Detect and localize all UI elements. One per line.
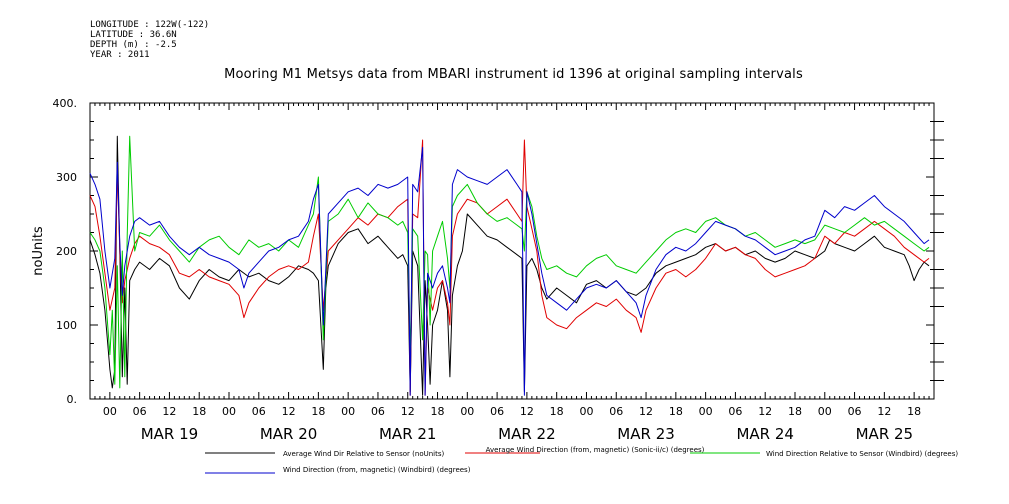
x-hour-label: 18 — [192, 405, 206, 418]
y-tick-label: 200 — [56, 245, 77, 258]
x-hour-label: 06 — [252, 405, 266, 418]
x-hour-label: 18 — [907, 405, 921, 418]
legend-label-3: Wind Direction Relative to Sensor (Windb… — [766, 450, 958, 458]
x-hour-label: 00 — [579, 405, 593, 418]
x-hour-label: 12 — [401, 405, 415, 418]
x-hour-label: 00 — [699, 405, 713, 418]
x-hour-label: 06 — [728, 405, 742, 418]
x-hour-label: 18 — [669, 405, 683, 418]
x-day-label: MAR 24 — [736, 425, 793, 443]
x-hour-label: 12 — [877, 405, 891, 418]
x-hour-label: 00 — [222, 405, 236, 418]
y-tick-label: 400. — [53, 97, 78, 110]
series-line-1 — [89, 135, 930, 396]
y-axis-label: noUnits — [31, 226, 46, 276]
x-day-label: MAR 23 — [617, 425, 674, 443]
x-hour-label: 06 — [133, 405, 147, 418]
legend-group: Average Wind Dir Relative to Sensor (noU… — [205, 446, 958, 474]
x-hour-label: 18 — [431, 405, 445, 418]
longitude-label: LONGITUDE : 122W(-122) — [90, 20, 210, 30]
x-day-label: MAR 19 — [141, 425, 198, 443]
series-line-2 — [89, 139, 930, 396]
x-hour-label: 12 — [520, 405, 534, 418]
latitude-label: LATITUDE : 36.6N — [90, 30, 177, 40]
x-hour-label: 06 — [371, 405, 385, 418]
x-hour-label: 12 — [639, 405, 653, 418]
x-hour-label: 12 — [162, 405, 176, 418]
series-group — [89, 135, 930, 396]
x-hour-label: 00 — [341, 405, 355, 418]
x-hour-label: 06 — [490, 405, 504, 418]
x-hour-label: 12 — [282, 405, 296, 418]
chart-title: Mooring M1 Metsys data from MBARI instru… — [224, 67, 803, 82]
depth-label: DEPTH (m) : -2.5 — [90, 40, 177, 50]
x-hour-label: 06 — [848, 405, 862, 418]
x-hour-label: 00 — [460, 405, 474, 418]
x-hour-label: 18 — [311, 405, 325, 418]
x-hour-label: 00 — [818, 405, 832, 418]
x-day-label: MAR 21 — [379, 425, 436, 443]
x-day-label: MAR 22 — [498, 425, 555, 443]
legend-label-4: Wind Direction (from, magnetic) (Windbir… — [283, 466, 471, 474]
x-day-label: MAR 25 — [856, 425, 913, 443]
x-hour-label: 06 — [609, 405, 623, 418]
x-hour-label: 18 — [788, 405, 802, 418]
y-tick-label: 0. — [67, 393, 78, 406]
x-day-label: MAR 20 — [260, 425, 317, 443]
x-hour-label: 18 — [550, 405, 564, 418]
metadata-block: LONGITUDE : 122W(-122) LATITUDE : 36.6N … — [90, 20, 209, 60]
x-hour-label: 12 — [758, 405, 772, 418]
year-label: YEAR : 2011 — [90, 50, 150, 60]
legend-label-1: Average Wind Dir Relative to Sensor (noU… — [283, 450, 444, 458]
series-line-3 — [89, 135, 930, 389]
series-line-4 — [89, 146, 930, 396]
legend-label-2: Average Wind Direction (from, magnetic) … — [486, 446, 705, 454]
y-tick-label: 100 — [56, 319, 77, 332]
y-tick-label: 300 — [56, 171, 77, 184]
axes-group: 00 06 12 18 00 06 12 18 00 06 12 18 00 06 12 18 00 06 12 18… — [31, 97, 944, 443]
x-hour-label: 00 — [103, 405, 117, 418]
